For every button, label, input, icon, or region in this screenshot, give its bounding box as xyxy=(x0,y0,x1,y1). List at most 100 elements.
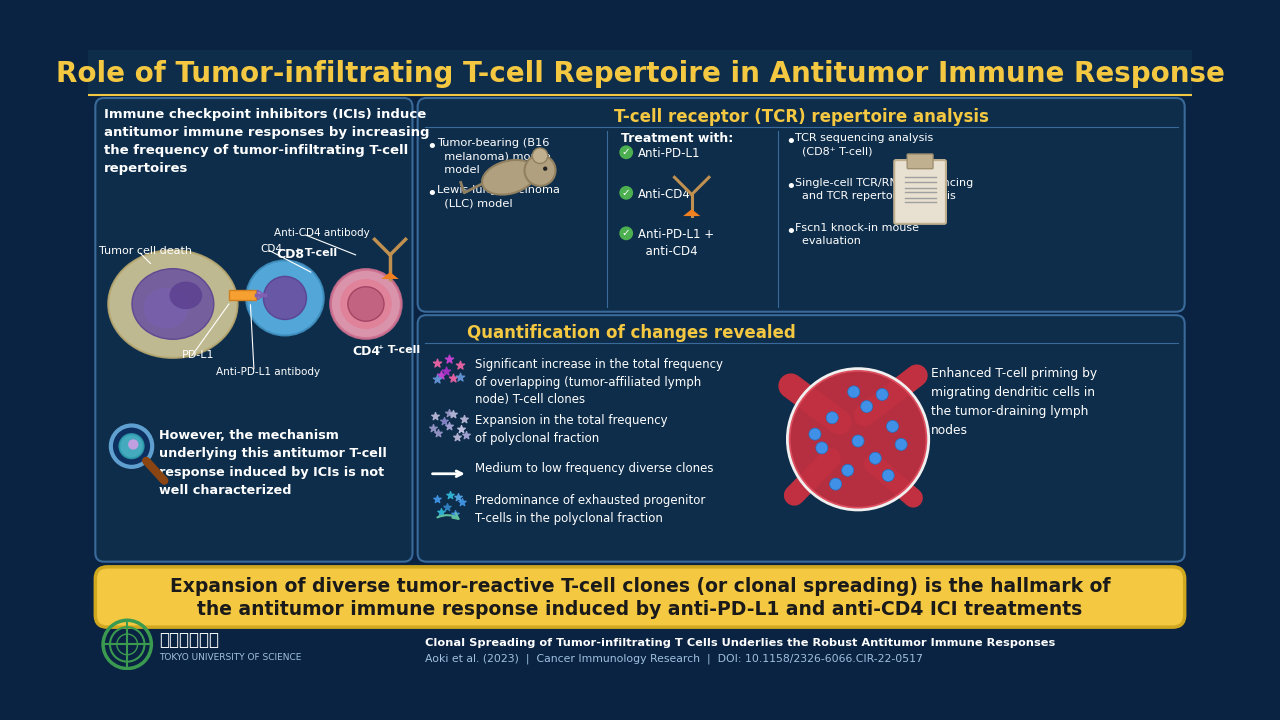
Point xyxy=(422,423,443,434)
Text: Immune checkpoint inhibitors (ICIs) induce
antitumor immune responses by increas: Immune checkpoint inhibitors (ICIs) indu… xyxy=(104,108,430,176)
Text: ✓: ✓ xyxy=(622,228,631,238)
Circle shape xyxy=(620,186,634,199)
Text: Tumor cell death: Tumor cell death xyxy=(99,246,192,256)
Point xyxy=(430,369,451,380)
Circle shape xyxy=(842,464,854,477)
Circle shape xyxy=(815,442,828,454)
Point xyxy=(430,506,451,518)
Text: Anti-PD-L1 +
  anti-CD4: Anti-PD-L1 + anti-CD4 xyxy=(639,228,714,258)
FancyBboxPatch shape xyxy=(417,98,1185,312)
Point xyxy=(426,373,447,384)
Text: Tumor-bearing (B16
  melanoma) mouse
  model: Tumor-bearing (B16 melanoma) mouse model xyxy=(436,138,550,175)
Text: PD-L1: PD-L1 xyxy=(182,350,214,360)
Ellipse shape xyxy=(264,276,306,320)
Point xyxy=(452,496,472,508)
Text: However, the mechanism
underlying this antitumor T-cell
response induced by ICIs: However, the mechanism underlying this a… xyxy=(159,429,387,498)
Point xyxy=(439,420,460,432)
Text: Predominance of exhausted progenitor
T-cells in the polyclonal fraction: Predominance of exhausted progenitor T-c… xyxy=(475,495,705,525)
FancyBboxPatch shape xyxy=(908,154,933,168)
Ellipse shape xyxy=(483,160,536,194)
Polygon shape xyxy=(684,210,700,216)
Circle shape xyxy=(876,388,888,400)
Point xyxy=(428,357,448,369)
Point xyxy=(456,429,476,441)
Circle shape xyxy=(111,426,152,467)
Text: Fscn1 knock-in mouse
  evaluation: Fscn1 knock-in mouse evaluation xyxy=(795,223,919,246)
Text: Anti-PD-L1: Anti-PD-L1 xyxy=(639,147,700,160)
Circle shape xyxy=(620,226,634,240)
Polygon shape xyxy=(257,290,265,300)
Text: Quantification of changes revealed: Quantification of changes revealed xyxy=(467,324,796,342)
Text: •: • xyxy=(785,223,796,241)
Text: Anti-PD-L1 antibody: Anti-PD-L1 antibody xyxy=(216,367,320,377)
Text: •: • xyxy=(426,138,436,156)
Point xyxy=(454,414,475,426)
Text: Single-cell TCR/RNA sequencing
  and TCR repertoire analysis: Single-cell TCR/RNA sequencing and TCR r… xyxy=(795,178,973,202)
Circle shape xyxy=(882,469,895,482)
Circle shape xyxy=(869,452,882,464)
FancyBboxPatch shape xyxy=(895,160,946,224)
Text: ✓: ✓ xyxy=(622,148,631,157)
Point xyxy=(439,354,460,365)
Circle shape xyxy=(852,435,864,447)
Text: TOKYO UNIVERSITY OF SCIENCE: TOKYO UNIVERSITY OF SCIENCE xyxy=(159,653,302,662)
Ellipse shape xyxy=(348,287,384,321)
Text: ✓: ✓ xyxy=(622,188,631,198)
Point xyxy=(425,410,445,422)
Point xyxy=(448,491,468,503)
Text: CD8: CD8 xyxy=(276,248,305,261)
Text: •: • xyxy=(785,133,796,151)
Circle shape xyxy=(119,434,143,458)
Point xyxy=(436,502,457,513)
Point xyxy=(428,493,448,505)
Ellipse shape xyxy=(143,288,188,328)
FancyBboxPatch shape xyxy=(417,315,1185,562)
Point xyxy=(443,408,463,420)
Text: Anti-CD4 antibody: Anti-CD4 antibody xyxy=(274,228,370,238)
Polygon shape xyxy=(381,272,398,279)
Circle shape xyxy=(860,400,873,413)
Text: Clonal Spreading of Tumor-infiltrating T Cells Underlies the Robust Antitumor Im: Clonal Spreading of Tumor-infiltrating T… xyxy=(425,637,1055,647)
Circle shape xyxy=(826,412,838,424)
Circle shape xyxy=(788,370,927,508)
Point xyxy=(433,415,453,427)
Ellipse shape xyxy=(169,282,202,309)
Text: Significant increase in the total frequency
of overlapping (tumor-affiliated lym: Significant increase in the total freque… xyxy=(475,359,722,406)
Circle shape xyxy=(895,438,908,451)
Circle shape xyxy=(887,420,899,433)
Circle shape xyxy=(620,145,634,159)
FancyBboxPatch shape xyxy=(229,290,256,300)
Text: Expansion in the total frequency
of polyclonal fraction: Expansion in the total frequency of poly… xyxy=(475,414,667,445)
Text: Anti-CD4: Anti-CD4 xyxy=(639,188,691,201)
Text: •: • xyxy=(426,185,436,203)
Text: CD4: CD4 xyxy=(352,346,380,359)
Text: Role of Tumor-infiltrating T-cell Repertoire in Antitumor Immune Response: Role of Tumor-infiltrating T-cell Repert… xyxy=(55,60,1225,88)
FancyBboxPatch shape xyxy=(88,50,1192,94)
Circle shape xyxy=(532,148,548,163)
Ellipse shape xyxy=(246,261,324,336)
Ellipse shape xyxy=(340,279,392,329)
Ellipse shape xyxy=(132,269,214,339)
Point xyxy=(444,508,465,520)
Circle shape xyxy=(847,386,860,398)
Ellipse shape xyxy=(330,269,401,338)
Text: Enhanced T-cell priming by
migrating dendritic cells in
the tumor-draining lymph: Enhanced T-cell priming by migrating den… xyxy=(932,367,1097,437)
Point xyxy=(449,359,470,371)
Text: CD4: CD4 xyxy=(261,243,283,253)
Text: the antitumor immune response induced by anti-PD-L1 and anti-CD4 ICI treatments: the antitumor immune response induced by… xyxy=(197,600,1083,618)
Point xyxy=(439,490,460,501)
Text: Aoki et al. (2023)  |  Cancer Immunology Research  |  DOI: 10.1158/2326-6066.CIR: Aoki et al. (2023) | Cancer Immunology R… xyxy=(425,653,923,664)
FancyBboxPatch shape xyxy=(95,567,1185,627)
Point xyxy=(447,431,467,443)
Text: TCR sequencing analysis
  (CD8⁺ T-cell): TCR sequencing analysis (CD8⁺ T-cell) xyxy=(795,133,933,156)
Text: T-cell receptor (TCR) repertoire analysis: T-cell receptor (TCR) repertoire analysi… xyxy=(613,108,988,126)
Point xyxy=(449,372,470,383)
Text: •: • xyxy=(785,178,796,196)
Text: ⁺ T-cell: ⁺ T-cell xyxy=(378,346,420,356)
Text: 東京理科大学: 東京理科大学 xyxy=(159,631,219,649)
Text: Lewis lung carcinoma
  (LLC) model: Lewis lung carcinoma (LLC) model xyxy=(436,185,559,209)
Text: Expansion of diverse tumor-reactive T-cell clones (or clonal spreading) is the h: Expansion of diverse tumor-reactive T-ce… xyxy=(170,577,1110,596)
Circle shape xyxy=(809,428,820,440)
Point xyxy=(451,423,471,435)
Circle shape xyxy=(128,439,138,449)
